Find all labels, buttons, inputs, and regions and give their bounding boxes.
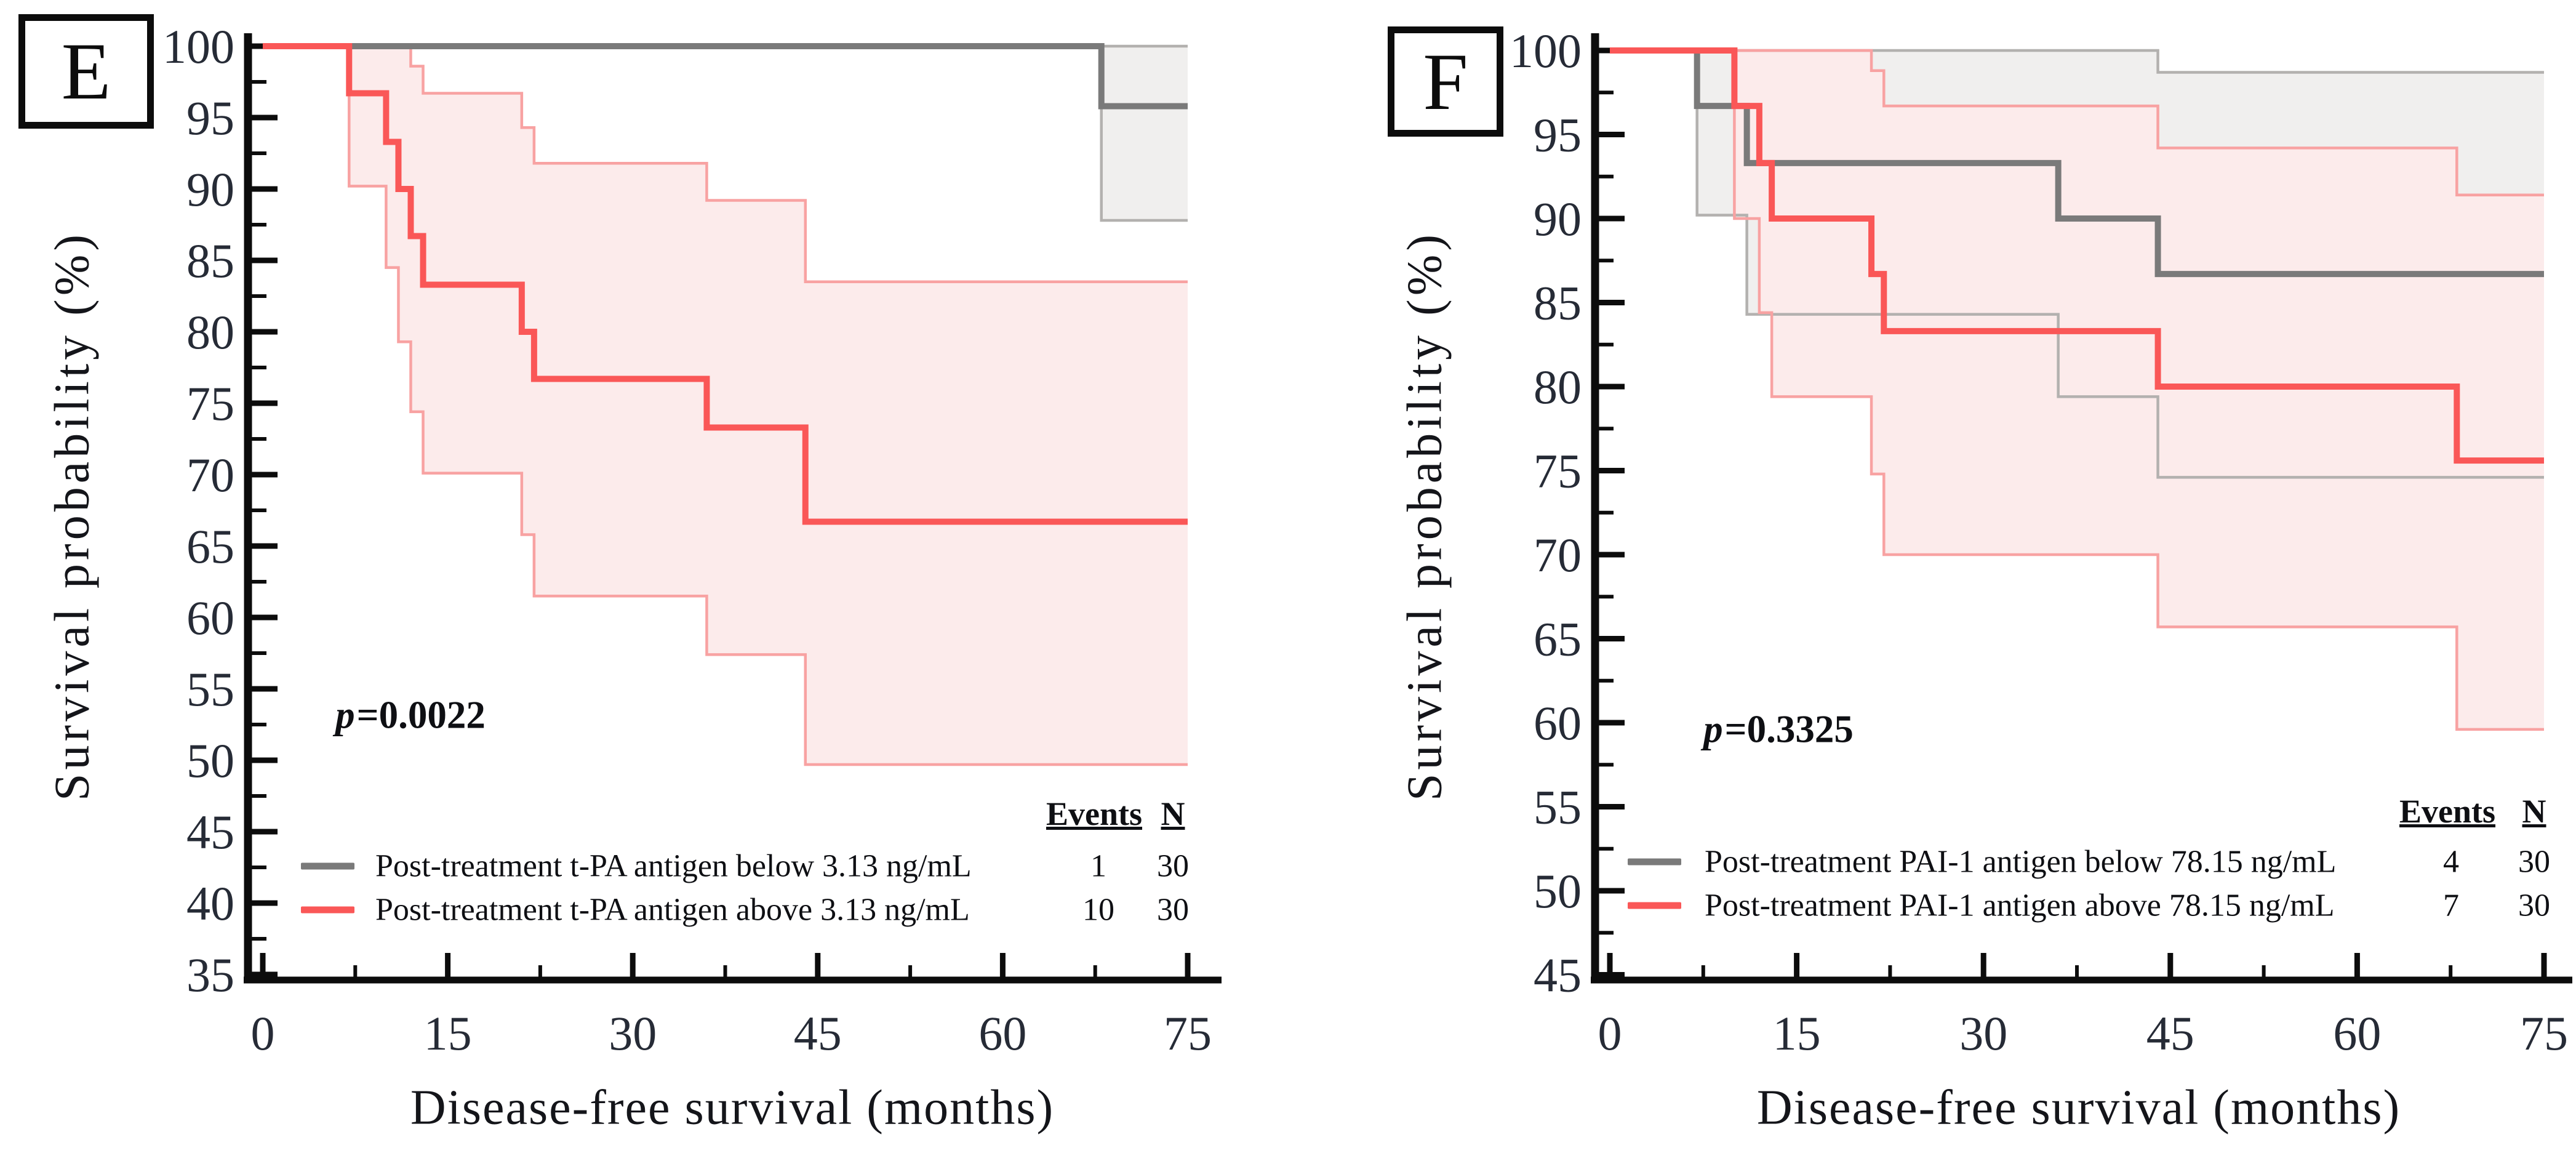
panel-f-legend-n-above: 30 xyxy=(2518,888,2550,923)
panel-f-red-survival-curve xyxy=(1610,47,2544,464)
panel-f-x-tick-label: 15 xyxy=(1773,1006,1821,1060)
panel-e-y-tick-label: 50 xyxy=(186,734,234,787)
panel-e-y-tick-label: 35 xyxy=(186,948,234,1002)
panel-e-red-ci-lower-line xyxy=(348,46,1188,766)
panel-f-x-axis-title: Disease-free survival (months) xyxy=(1756,1080,2401,1135)
panel-e-y-tick-label: 40 xyxy=(186,877,234,930)
panel-e-letter: E xyxy=(61,26,111,116)
panel-e-x-tick-label: 60 xyxy=(978,1006,1026,1060)
panel-e-y-tick-label: 100 xyxy=(162,20,234,73)
panel-e-red-ci-upper-line xyxy=(349,44,1188,284)
panel-e-y-tick-label: 45 xyxy=(186,805,234,859)
panel-f-gray-survival-curve xyxy=(1610,47,2544,278)
panel-f-y-tick-label: 75 xyxy=(1534,444,1582,498)
panel-e-legend-events-above: 10 xyxy=(1082,892,1114,928)
panel-f-legend-events-header: Events xyxy=(2399,793,2496,830)
panel-f-y-tick-label: 50 xyxy=(1534,864,1582,918)
panel-f-x-tick-label: 75 xyxy=(2520,1006,2568,1060)
panel-e-legend-n-header: N xyxy=(1161,795,1185,832)
panel-e-y-tick-label: 65 xyxy=(186,520,234,573)
panel-f-legend-swatch-red xyxy=(1628,902,1681,909)
panel-e-legend-swatch-gray xyxy=(301,862,354,870)
panel-f-red-ci-upper-line xyxy=(1734,49,2544,197)
panel-e-y-tick-label: 85 xyxy=(186,234,234,287)
panel-f-y-tick-label: 70 xyxy=(1534,528,1582,582)
panel-e-x-tick-label: 75 xyxy=(1164,1006,1212,1060)
panel-e-y-tick-label: 60 xyxy=(186,591,234,645)
panel-f-legend-n-header: N xyxy=(2522,793,2546,830)
panel-e-p-symbol: p xyxy=(335,693,355,737)
panel-e-y-axis-title: Survival probability (%) xyxy=(45,230,100,801)
panel-e-gray-ci-band xyxy=(1101,46,1188,221)
panel-f-y-tick-label: 55 xyxy=(1534,781,1582,834)
panel-e-legend-n-above: 30 xyxy=(1157,892,1189,928)
panel-e-x-tick-label: 15 xyxy=(424,1006,472,1060)
panel-e-legend-n-below: 30 xyxy=(1157,848,1189,884)
panel-e-x-axis-title: Disease-free survival (months) xyxy=(410,1080,1055,1135)
panel-e-p-number: =0.0022 xyxy=(356,693,486,737)
panel-f-x-tick-label: 30 xyxy=(1959,1006,2007,1060)
panel-f-y-axis-title: Survival probability (%) xyxy=(1398,230,1452,801)
panel-e-red-ci-band xyxy=(349,46,1188,765)
panel-f-y-tick-label: 45 xyxy=(1534,949,1582,1002)
panel-f-legend-events-below: 4 xyxy=(2443,844,2459,880)
panel-f-letter: F xyxy=(1423,36,1468,127)
panel-f-legend-n-below: 30 xyxy=(2518,844,2550,880)
panel-e-x-tick-label: 0 xyxy=(251,1006,275,1060)
panel-f-legend-label-above: Post-treatment PAI-1 antigen above 78.15… xyxy=(1705,888,2335,923)
panel-e-legend-label-above: Post-treatment t-PA antigen above 3.13 n… xyxy=(375,892,970,928)
panel-e-y-tick-label: 80 xyxy=(186,305,234,359)
panel-f-p-symbol: p xyxy=(1703,707,1723,751)
panel-e-y-tick-label: 90 xyxy=(186,163,234,216)
panel-f-red-ci-lower-line xyxy=(1733,50,2544,731)
panel-f-y-tick-label: 85 xyxy=(1534,276,1582,330)
panel-f-red-ci-band xyxy=(1734,50,2544,729)
panel-f-legend-events-above: 7 xyxy=(2443,888,2459,923)
panel-e-x-tick-label: 45 xyxy=(794,1006,842,1060)
panel-e-y-tick-label: 95 xyxy=(186,91,234,145)
panel-f-label-box: F xyxy=(1388,26,1503,137)
panel-e-x-tick-label: 30 xyxy=(609,1006,657,1060)
panel-e-y-tick-label: 55 xyxy=(186,662,234,716)
panel-f-y-tick-label: 90 xyxy=(1534,192,1582,246)
panel-f-x-tick-label: 60 xyxy=(2333,1006,2381,1060)
panel-f-y-tick-label: 95 xyxy=(1534,108,1582,162)
panel-f-legend-label-below: Post-treatment PAI-1 antigen below 78.15… xyxy=(1705,844,2337,880)
panel-f-p-value: p=0.3325 xyxy=(1703,707,1854,752)
panel-f-x-tick-label: 0 xyxy=(1598,1006,1622,1060)
panel-f-gray-ci-upper-line xyxy=(1697,49,2544,74)
panel-e-y-tick-label: 70 xyxy=(186,448,234,502)
panel-f-y-tick-label: 80 xyxy=(1534,360,1582,414)
panel-f-x-tick-label: 45 xyxy=(2146,1006,2194,1060)
panel-e-legend-swatch-red xyxy=(301,906,354,914)
panel-e-y-tick-label: 75 xyxy=(186,377,234,430)
panel-e-red-survival-curve xyxy=(263,43,1188,525)
panel-e-p-value: p=0.0022 xyxy=(335,693,486,738)
panel-e-legend-label-below: Post-treatment t-PA antigen below 3.13 n… xyxy=(375,848,972,884)
panel-f-p-number: =0.3325 xyxy=(1724,707,1854,751)
panel-e-legend-events-below: 1 xyxy=(1090,848,1106,884)
panel-f-y-tick-label: 60 xyxy=(1534,696,1582,750)
panel-f-gray-ci-lower-line xyxy=(1695,50,2544,479)
panel-f-y-tick-label: 65 xyxy=(1534,613,1582,666)
panel-e-gray-survival-curve xyxy=(263,43,1188,110)
panel-f-legend-swatch-gray xyxy=(1628,858,1681,866)
panel-e-label-box: E xyxy=(18,14,154,129)
panel-e-legend-events-header: Events xyxy=(1046,795,1143,832)
panel-f-y-tick-label: 100 xyxy=(1510,24,1582,78)
